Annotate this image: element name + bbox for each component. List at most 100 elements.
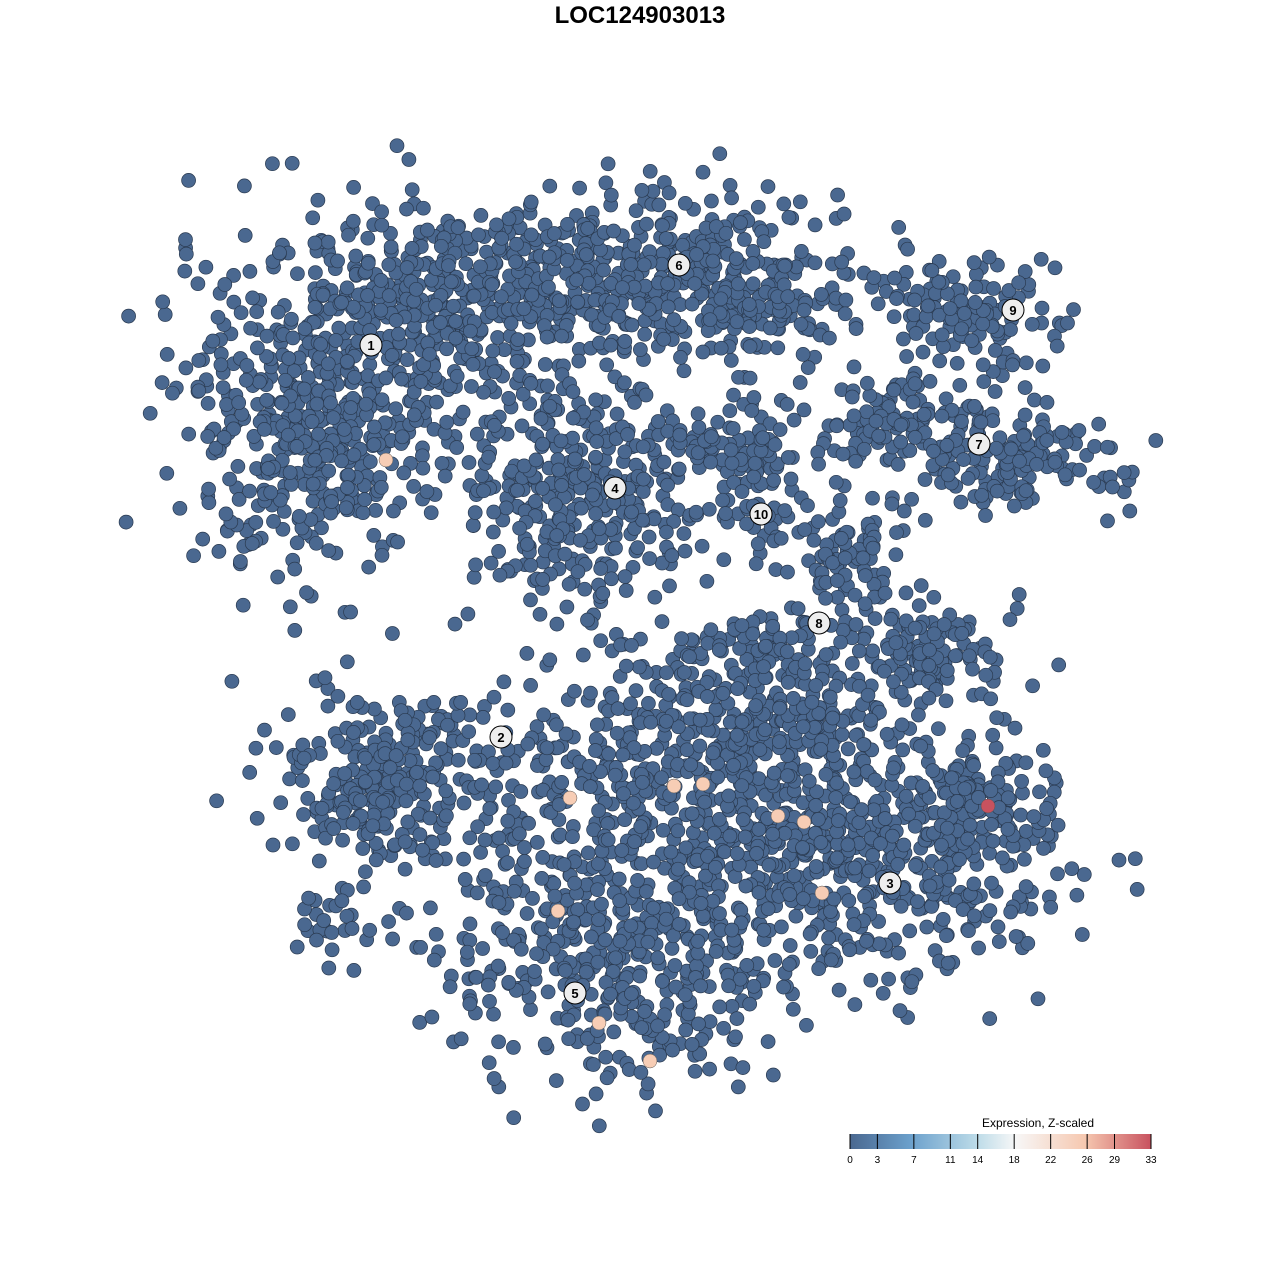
data-point [1122,503,1138,519]
data-point [324,925,340,940]
data-point [237,228,253,243]
data-point [623,696,638,712]
data-point [628,683,644,698]
data-point [965,661,980,677]
data-point [287,561,303,577]
data-point [422,346,437,362]
data-point [1066,302,1081,317]
data-point [345,816,361,831]
data-point [886,674,901,690]
data-point [1074,927,1090,942]
data-point [523,376,539,391]
data-point [633,1065,649,1080]
data-point [457,872,473,887]
data-point [761,857,777,873]
data-point [915,344,931,360]
data-point [567,683,582,699]
data-point [582,779,598,794]
data-point [443,274,459,290]
data-point [285,836,300,852]
data-point [728,251,744,266]
data-point [588,392,604,408]
data-point [482,801,498,816]
data-point [603,337,619,353]
data-point [804,694,820,710]
data-point [338,500,354,516]
data-point [833,634,848,650]
data-point [559,252,575,268]
data-point [650,414,666,429]
data-point [765,1067,781,1083]
data-point [777,503,793,518]
data-point [1051,657,1067,673]
data-point [491,1034,506,1050]
data-point [781,209,797,225]
data-point [715,492,730,508]
data-point [412,827,428,842]
data-point [902,923,918,939]
data-point [1017,407,1033,423]
data-point [397,861,413,877]
data-point [578,247,594,262]
data-point [540,378,555,394]
data-point [921,642,937,658]
svg-text:4: 4 [611,481,619,496]
data-point [539,740,555,756]
data-point [615,280,630,296]
data-point [642,551,657,566]
data-point [330,253,345,269]
data-point [523,592,538,608]
data-point [304,414,320,429]
data-point [660,276,676,291]
data-point [702,1061,717,1077]
data-point [1043,899,1059,915]
data-point [1002,612,1018,627]
data-point [523,227,539,243]
data-point [1091,416,1107,432]
data-point [730,276,746,292]
data-point [884,496,900,512]
data-point [412,778,428,794]
data-point [863,972,879,988]
data-point [643,714,659,730]
data-point [678,1022,694,1038]
data-point [729,314,745,330]
data-point [326,776,341,791]
data-point [983,691,999,707]
data-point [688,504,704,520]
highlighted-point [378,452,394,468]
data-point [1054,424,1070,440]
data-point [614,843,630,858]
data-point [773,530,789,546]
data-point [335,804,351,820]
data-point [661,185,677,201]
data-point [315,287,331,303]
data-point [603,187,619,203]
data-point [780,768,795,784]
legend-tick-label: 33 [1145,1155,1157,1166]
data-point [439,414,455,430]
data-point [1050,817,1066,833]
data-point [473,845,488,860]
data-point [547,888,563,904]
data-point [796,302,812,318]
data-point [746,390,762,405]
data-point [608,950,623,966]
data-point [661,686,677,702]
data-point [250,340,265,356]
data-point [982,649,998,665]
data-point [1049,338,1065,354]
data-point [537,357,553,372]
data-point [252,374,267,390]
data-point [346,963,362,978]
data-point [398,793,414,809]
data-point [508,254,523,270]
data-point [772,422,788,437]
data-point [641,696,656,711]
data-point [954,626,970,641]
data-point [898,788,914,804]
data-point [634,856,649,872]
data-point [321,543,336,558]
data-point [296,807,311,822]
data-point [425,769,441,785]
